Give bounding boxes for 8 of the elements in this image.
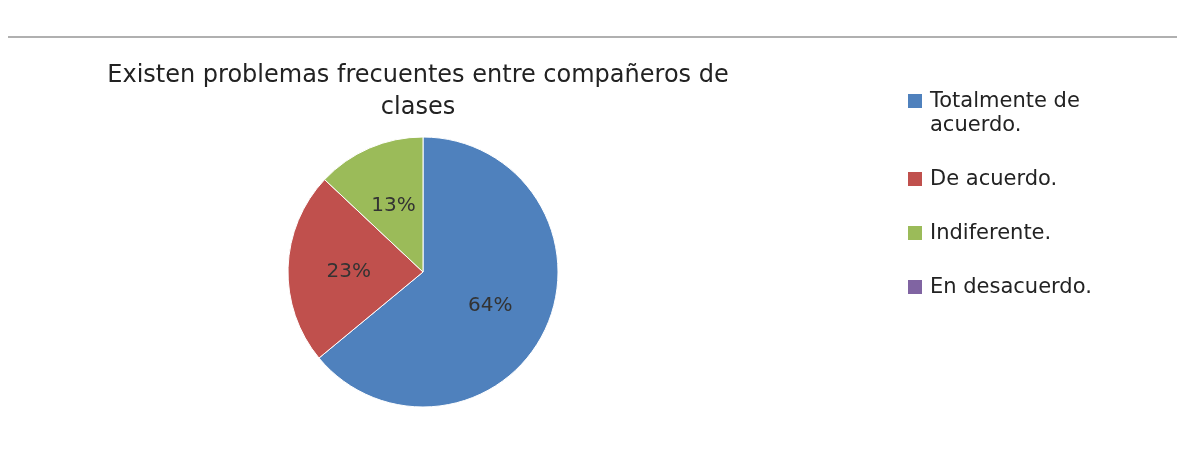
- legend-label: Indiferente.: [930, 220, 1052, 244]
- chart-title: Existen problemas frecuentes entre compañeros de clases: [106, 59, 730, 122]
- legend-label: Totalmente de acuerdo.: [930, 88, 1081, 136]
- data-label: 13%: [371, 191, 416, 216]
- legend-label: De acuerdo.: [930, 166, 1058, 190]
- legend-label: En desacuerdo.: [930, 274, 1092, 298]
- data-label: 64%: [467, 291, 513, 316]
- data-label: 23%: [326, 257, 372, 282]
